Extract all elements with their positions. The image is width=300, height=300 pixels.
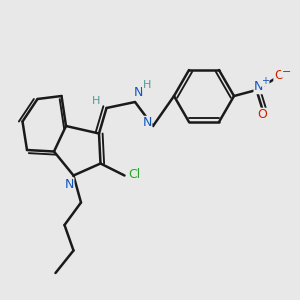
Text: N: N <box>134 86 143 100</box>
Text: +: + <box>261 76 269 86</box>
Text: N: N <box>142 116 152 130</box>
Text: N: N <box>64 178 74 191</box>
Text: N: N <box>254 80 264 94</box>
Text: −: − <box>282 67 291 77</box>
Text: Cl: Cl <box>128 167 140 181</box>
Text: H: H <box>143 80 151 90</box>
Text: O: O <box>258 108 267 122</box>
Text: O: O <box>274 69 284 82</box>
Text: H: H <box>92 95 100 106</box>
